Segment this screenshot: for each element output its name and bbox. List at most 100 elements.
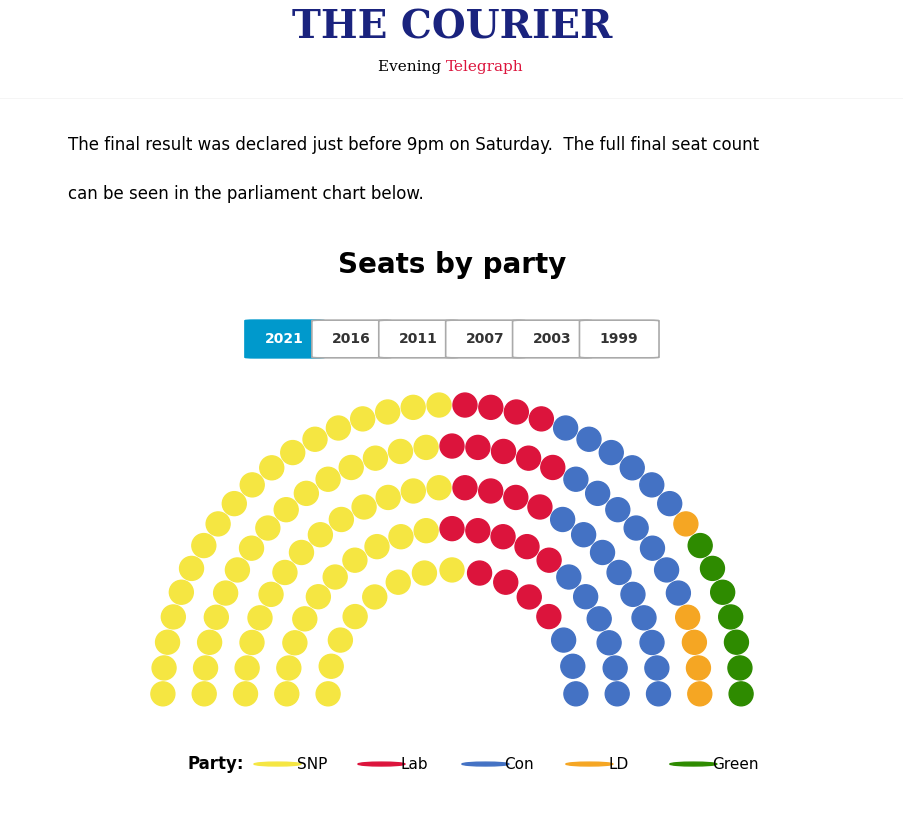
Circle shape xyxy=(426,393,451,417)
Circle shape xyxy=(283,631,306,655)
Text: Party:: Party: xyxy=(188,755,244,773)
Circle shape xyxy=(213,581,237,605)
Circle shape xyxy=(516,446,540,470)
Text: Seats by party: Seats by party xyxy=(338,251,565,278)
Circle shape xyxy=(319,654,343,678)
Circle shape xyxy=(587,607,610,631)
Circle shape xyxy=(631,605,656,629)
Circle shape xyxy=(328,628,352,652)
Circle shape xyxy=(294,482,318,506)
Circle shape xyxy=(316,468,340,491)
Circle shape xyxy=(358,762,405,766)
Circle shape xyxy=(597,631,620,655)
Circle shape xyxy=(376,400,399,424)
Circle shape xyxy=(350,407,374,431)
Circle shape xyxy=(206,512,230,536)
Circle shape xyxy=(646,682,670,705)
Text: THE COURIER: THE COURIER xyxy=(292,9,611,47)
Circle shape xyxy=(571,523,595,547)
Circle shape xyxy=(339,455,363,479)
Circle shape xyxy=(274,498,298,522)
Circle shape xyxy=(479,479,502,503)
Circle shape xyxy=(639,630,664,654)
Circle shape xyxy=(303,427,327,451)
FancyBboxPatch shape xyxy=(579,320,658,358)
Circle shape xyxy=(414,435,438,459)
Circle shape xyxy=(515,534,538,558)
Circle shape xyxy=(669,762,716,766)
Circle shape xyxy=(191,534,216,558)
Circle shape xyxy=(161,605,185,629)
Circle shape xyxy=(329,507,353,531)
Circle shape xyxy=(467,561,491,585)
Circle shape xyxy=(323,565,347,589)
Circle shape xyxy=(256,516,280,540)
Circle shape xyxy=(276,656,301,680)
Circle shape xyxy=(504,400,527,424)
Circle shape xyxy=(560,654,584,678)
Text: Lab: Lab xyxy=(400,757,428,771)
Circle shape xyxy=(491,439,515,463)
Circle shape xyxy=(479,396,502,420)
Circle shape xyxy=(365,534,388,558)
Circle shape xyxy=(169,581,193,605)
Text: 2021: 2021 xyxy=(265,332,304,346)
Circle shape xyxy=(440,558,463,582)
Circle shape xyxy=(675,605,699,629)
Circle shape xyxy=(729,682,752,705)
Text: 2011: 2011 xyxy=(398,332,438,346)
Circle shape xyxy=(573,585,597,609)
Circle shape xyxy=(351,495,376,519)
Circle shape xyxy=(192,681,216,705)
Circle shape xyxy=(401,479,424,503)
Circle shape xyxy=(465,435,489,459)
Circle shape xyxy=(155,630,180,654)
Circle shape xyxy=(386,570,410,594)
Circle shape xyxy=(440,434,463,458)
Circle shape xyxy=(461,762,508,766)
Text: Green: Green xyxy=(712,757,758,771)
Circle shape xyxy=(388,439,412,463)
Circle shape xyxy=(247,605,272,629)
Text: Con: Con xyxy=(504,757,534,771)
Circle shape xyxy=(233,681,257,705)
Circle shape xyxy=(687,682,711,705)
Text: Evening: Evening xyxy=(377,60,445,74)
Text: 2007: 2007 xyxy=(466,332,504,346)
Circle shape xyxy=(239,630,264,654)
Circle shape xyxy=(493,570,517,594)
Circle shape xyxy=(565,762,612,766)
Circle shape xyxy=(289,540,313,564)
Text: SNP: SNP xyxy=(296,757,327,771)
Circle shape xyxy=(644,656,668,680)
Circle shape xyxy=(517,585,541,609)
Circle shape xyxy=(414,519,438,543)
Circle shape xyxy=(308,523,332,547)
Circle shape xyxy=(273,561,296,585)
Circle shape xyxy=(490,525,515,548)
Circle shape xyxy=(563,468,587,491)
Circle shape xyxy=(602,656,627,680)
Circle shape xyxy=(180,557,203,581)
Circle shape xyxy=(239,536,263,560)
Circle shape xyxy=(465,519,489,543)
Circle shape xyxy=(710,581,734,605)
Circle shape xyxy=(556,565,580,589)
Circle shape xyxy=(599,440,622,464)
Circle shape xyxy=(376,486,400,510)
Circle shape xyxy=(666,581,690,605)
Circle shape xyxy=(306,585,330,609)
FancyBboxPatch shape xyxy=(378,320,458,358)
Circle shape xyxy=(604,682,628,705)
Circle shape xyxy=(529,407,553,431)
Circle shape xyxy=(585,482,609,506)
Circle shape xyxy=(259,456,284,480)
Circle shape xyxy=(452,393,477,417)
Text: can be seen in the parliament chart below.: can be seen in the parliament chart belo… xyxy=(68,185,424,203)
Circle shape xyxy=(452,476,477,500)
Circle shape xyxy=(204,605,228,629)
Circle shape xyxy=(623,516,647,540)
Circle shape xyxy=(275,681,299,705)
Circle shape xyxy=(225,558,249,582)
Text: 2003: 2003 xyxy=(533,332,571,346)
